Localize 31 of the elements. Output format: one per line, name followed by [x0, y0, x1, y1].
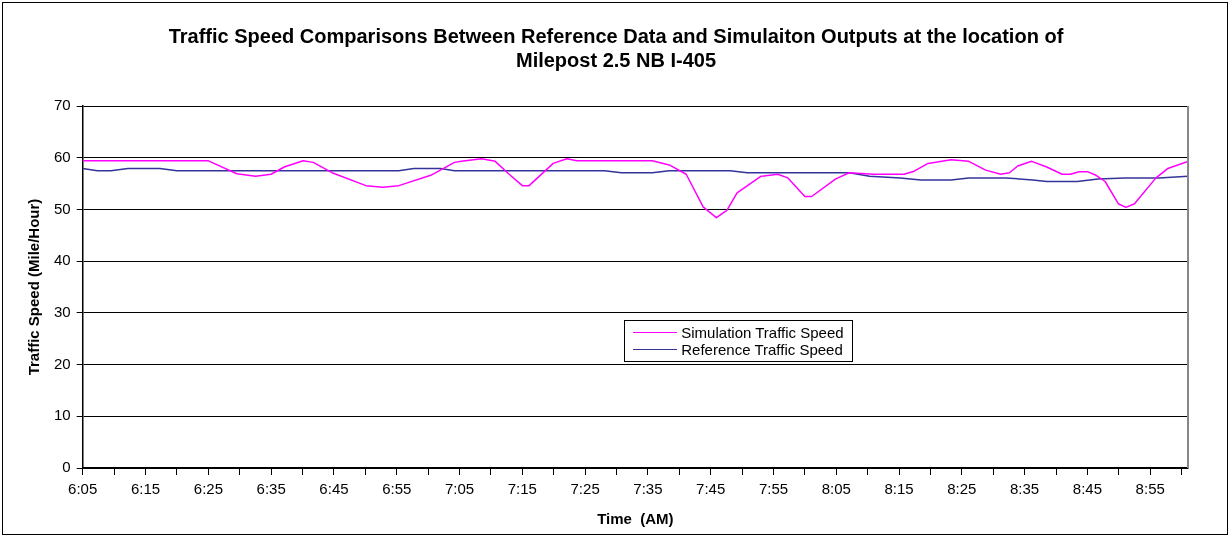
- x-axis-title: Time (AM): [597, 510, 674, 528]
- x-tick-label: 8:35: [1010, 480, 1040, 498]
- y-tick-label: 50: [54, 199, 71, 217]
- legend-label: Simulation Traffic Speed: [681, 323, 844, 341]
- y-tick-label: 60: [54, 147, 71, 165]
- x-tick-label: 7:45: [696, 480, 726, 498]
- y-tick-label: 70: [54, 96, 71, 114]
- y-axis-title: Traffic Speed (Mile/Hour): [25, 198, 43, 376]
- x-tick-label: 7:25: [570, 480, 600, 498]
- x-tick-label: 6:15: [131, 480, 161, 498]
- x-tick-label: 8:55: [1135, 480, 1165, 498]
- x-tick-label: 8:25: [947, 480, 977, 498]
- x-tick-label: 7:15: [507, 480, 537, 498]
- y-tick-label: 40: [54, 251, 71, 269]
- y-tick-label: 10: [54, 406, 71, 424]
- x-tick-label: 6:55: [382, 480, 412, 498]
- x-tick-label: 8:15: [884, 480, 914, 498]
- y-tick-label: 20: [54, 354, 71, 372]
- x-tick-label: 6:45: [319, 480, 349, 498]
- y-tick-label: 30: [54, 303, 71, 320]
- x-tick-label: 7:35: [633, 480, 663, 498]
- x-tick-label: 7:05: [444, 480, 475, 498]
- x-tick-label: 8:45: [1072, 480, 1103, 498]
- y-tick-label: 0: [62, 458, 71, 476]
- legend-label: Reference Traffic Speed: [681, 340, 843, 358]
- x-tick-label: 6:35: [256, 480, 286, 498]
- x-tick-label: 8:05: [821, 480, 851, 498]
- x-tick-label: 7:55: [758, 480, 789, 498]
- chart-title: Traffic Speed Comparisons Between Reference Data and Simulaiton Outputs at the location of Milepost 2.5 NB I-405: [167, 24, 1065, 72]
- x-tick-label: 6:05: [68, 480, 98, 498]
- x-tick-label: 6:25: [193, 480, 223, 498]
